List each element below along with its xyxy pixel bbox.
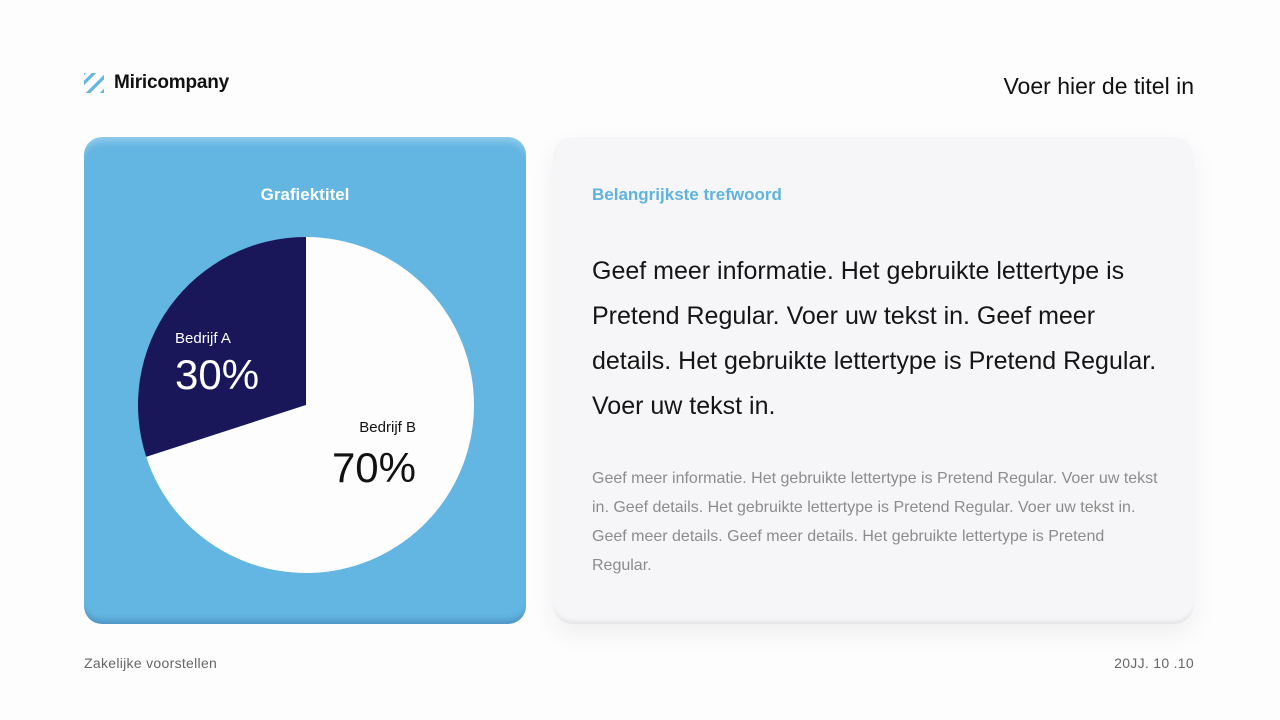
lead-paragraph: Geef meer informatie. Het gebruikte lett…	[592, 257, 1157, 420]
footer-date: 20JJ. 10 .10	[1114, 655, 1194, 671]
footer-label: Zakelijke voorstellen	[84, 655, 218, 671]
keyword-heading: Belangrijkste trefwoord	[592, 185, 782, 204]
pie-chart: Bedrijf A 30% Bedrijf B 70%	[137, 237, 474, 573]
brand: Miricompany	[84, 72, 229, 94]
pie-slice-bedrijf-a	[137, 237, 306, 457]
chart-card: Grafiektitel Bedrijf A 30% Bedrijf B 70%	[84, 137, 526, 624]
striped-logo-icon	[84, 73, 104, 93]
page-title: Voer hier de titel in	[1003, 73, 1194, 99]
slice-percent: 70%	[332, 444, 416, 491]
brand-name: Miricompany	[114, 72, 229, 93]
slice-percent: 30%	[175, 351, 259, 398]
body-paragraph: Geef meer informatie. Het gebruikte lett…	[592, 470, 1158, 574]
slice-label: Bedrijf B	[359, 419, 416, 436]
chart-title: Grafiektitel	[260, 185, 350, 204]
pie-slice-bedrijf-b	[146, 237, 474, 573]
slice-label: Bedrijf A	[175, 330, 231, 347]
text-card: Belangrijkste trefwoord Geef meer inform…	[553, 137, 1194, 624]
